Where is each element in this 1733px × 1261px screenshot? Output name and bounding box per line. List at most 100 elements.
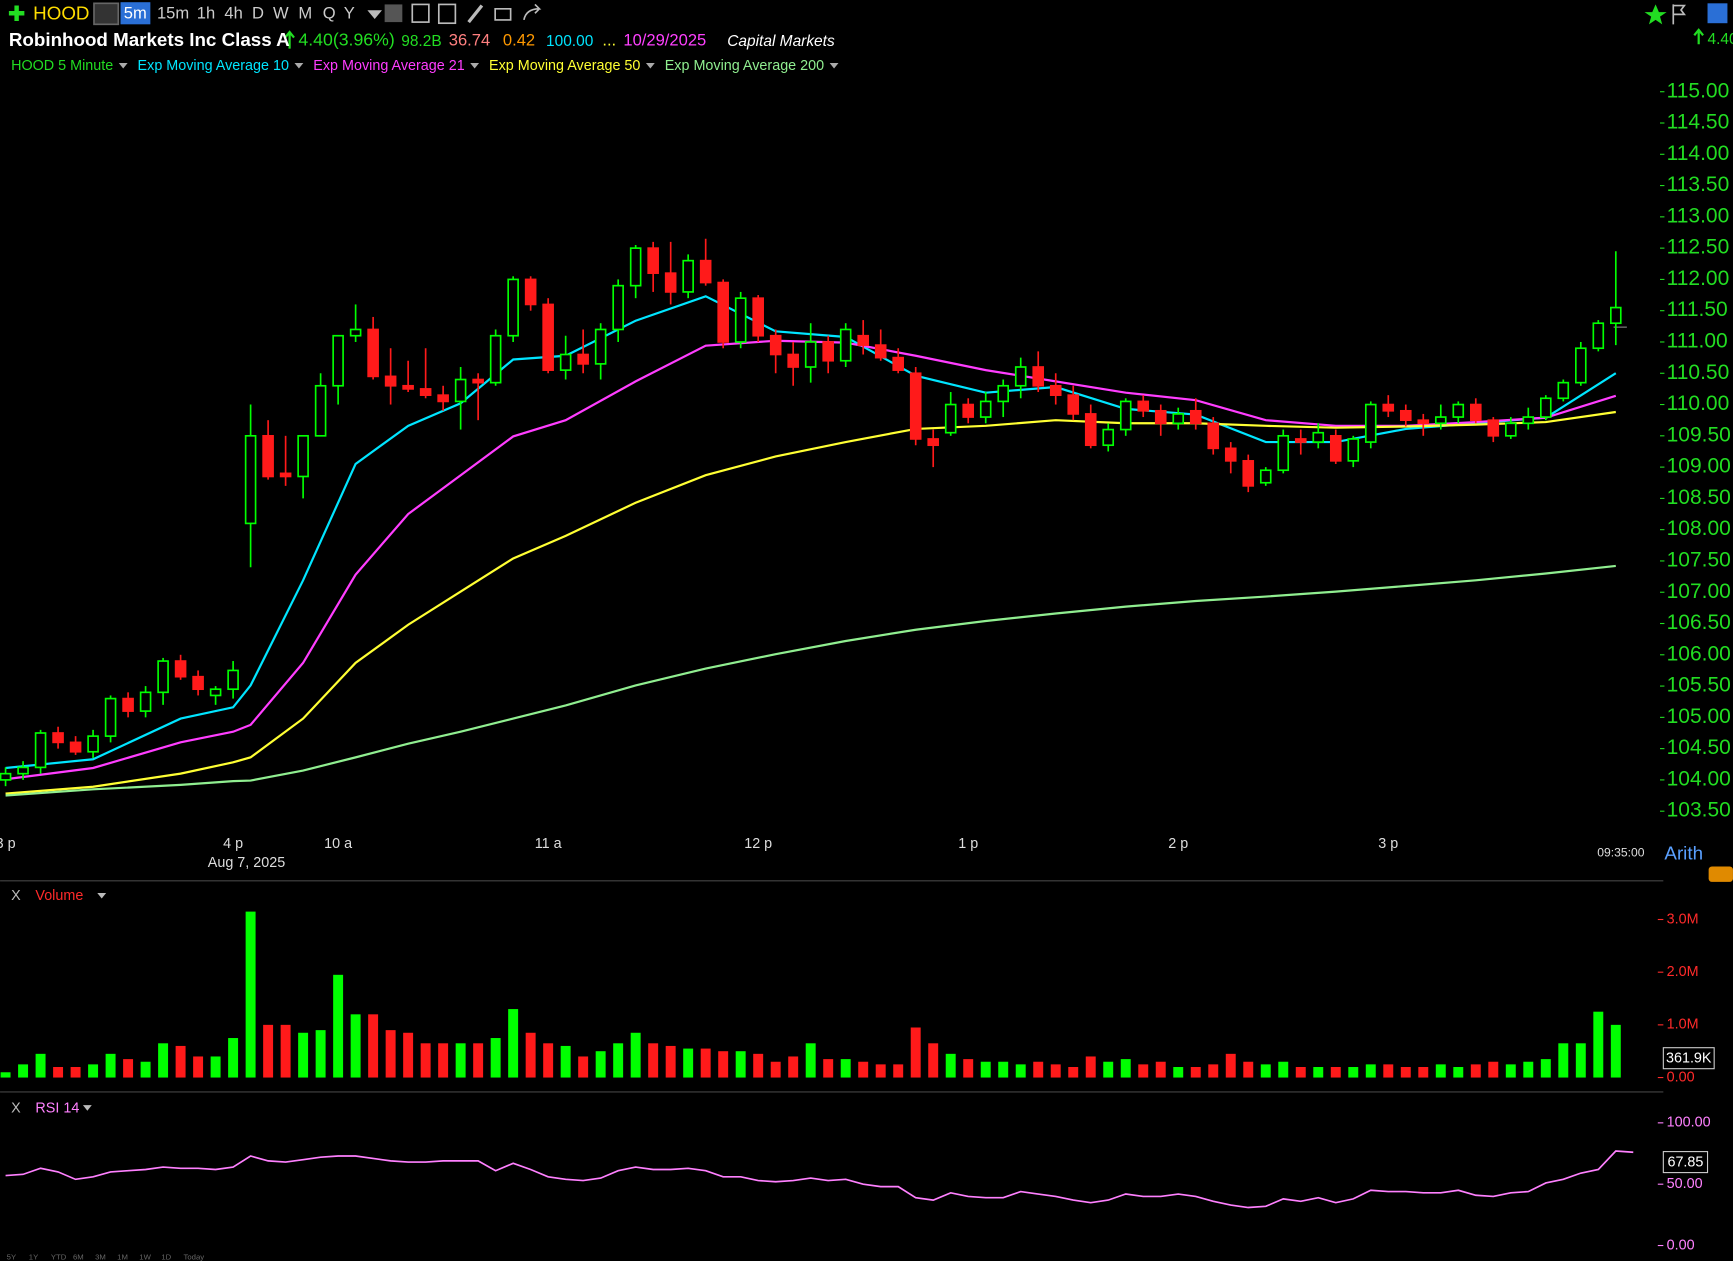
interval-button[interactable]: Q xyxy=(323,4,336,23)
interval-button[interactable]: M xyxy=(298,4,312,23)
volume-bar xyxy=(473,1043,484,1078)
close-volume[interactable]: X xyxy=(11,888,21,904)
x-tick-label: 10 a xyxy=(324,836,352,852)
y-tick-label: 109.50 xyxy=(1667,423,1731,446)
range-button[interactable]: 1D xyxy=(161,1253,171,1261)
candle-body xyxy=(174,660,187,678)
candle-body xyxy=(1487,419,1500,437)
volume-bar xyxy=(490,1038,501,1078)
candle-body xyxy=(962,403,975,418)
volume-bar xyxy=(385,1030,396,1078)
legend-dropdown[interactable] xyxy=(118,62,128,69)
dropdown-icon[interactable] xyxy=(367,10,382,19)
legend-item[interactable]: Exp Moving Average 200 xyxy=(665,58,824,74)
y-tick-label: 106.00 xyxy=(1667,642,1731,665)
volume-bar xyxy=(403,1032,414,1078)
range-button[interactable]: 5Y xyxy=(7,1253,16,1261)
y-tick-label: 108.50 xyxy=(1667,486,1731,509)
candle-body xyxy=(892,356,905,371)
volume-bar xyxy=(805,1043,816,1078)
flag-icon[interactable] xyxy=(1672,4,1686,25)
candle-body xyxy=(1277,434,1290,472)
range-button[interactable]: 3M xyxy=(95,1253,106,1261)
candle-body xyxy=(997,384,1010,403)
volume-bar xyxy=(315,1030,326,1078)
legend-item[interactable]: Exp Moving Average 50 xyxy=(489,58,640,74)
volume-bar xyxy=(438,1043,449,1078)
legend-dropdown[interactable] xyxy=(294,62,304,69)
volume-tick-label: 1.0M xyxy=(1667,1017,1699,1033)
volume-bar xyxy=(350,1014,361,1078)
legend-dropdown[interactable] xyxy=(645,62,655,69)
x-tick-label: 3 p xyxy=(0,836,16,852)
expand-button[interactable] xyxy=(1708,866,1733,882)
company-name: Robinhood Markets Inc Class A xyxy=(9,29,290,50)
volume-bar xyxy=(998,1061,1009,1078)
interval-button[interactable]: W xyxy=(273,4,289,23)
range-button[interactable]: 1Y xyxy=(29,1253,38,1261)
candle-body xyxy=(1382,403,1395,412)
volume-bar xyxy=(665,1045,676,1078)
candle-body xyxy=(542,303,554,371)
legend-dropdown[interactable] xyxy=(829,62,839,69)
time-label: 09:35:00 xyxy=(1597,845,1645,859)
rsi-current: 67.85 xyxy=(1667,1154,1703,1170)
candle-body xyxy=(1294,438,1307,443)
candle-body xyxy=(769,334,782,356)
range-button[interactable]: YTD xyxy=(51,1253,67,1261)
y-tick-label: 109.00 xyxy=(1667,455,1731,478)
volume-bar xyxy=(158,1043,169,1078)
more[interactable]: ... xyxy=(602,30,616,49)
rsi-title[interactable]: RSI 14 xyxy=(35,1100,79,1116)
candle-body xyxy=(227,669,239,691)
candle-body xyxy=(787,353,799,368)
range-button[interactable]: Today xyxy=(184,1253,205,1261)
symbol[interactable]: HOOD xyxy=(33,2,89,23)
volume-bar xyxy=(1225,1053,1236,1078)
y-tick-label: 112.50 xyxy=(1667,236,1730,259)
share-icon[interactable] xyxy=(523,3,542,21)
interval-button[interactable]: D xyxy=(252,4,264,23)
candle-body xyxy=(209,688,222,697)
interval-button[interactable]: 15m xyxy=(157,4,189,23)
range-button[interactable]: 6M xyxy=(73,1253,84,1261)
chart-type-icon[interactable] xyxy=(411,3,430,23)
layout-icon[interactable] xyxy=(494,8,512,21)
volume-bar xyxy=(1505,1064,1516,1078)
dropdown-icon[interactable] xyxy=(82,1105,92,1111)
candle-body xyxy=(1469,403,1482,422)
legend-item[interactable]: Exp Moving Average 21 xyxy=(313,58,464,74)
y-tick-label: 111.00 xyxy=(1667,330,1728,353)
candle-body xyxy=(1154,409,1167,425)
legend-dropdown[interactable] xyxy=(470,62,480,69)
volume-bar xyxy=(683,1048,694,1078)
interval-button[interactable]: 4h xyxy=(224,4,242,23)
draw-icon[interactable] xyxy=(467,4,484,24)
scale-toggle[interactable]: Arith xyxy=(1664,842,1703,863)
range-button[interactable]: 1W xyxy=(139,1253,151,1261)
add-icon[interactable] xyxy=(8,5,25,21)
candle-body xyxy=(664,272,677,293)
calendar-icon[interactable] xyxy=(437,3,457,25)
legend-item[interactable]: Exp Moving Average 10 xyxy=(138,58,289,74)
star-icon[interactable] xyxy=(1644,4,1667,25)
close-rsi[interactable]: X xyxy=(11,1100,21,1116)
volume-title[interactable]: Volume xyxy=(35,888,83,904)
tc-icon[interactable] xyxy=(384,4,403,23)
y-tick-label: 114.50 xyxy=(1667,111,1730,134)
dropdown-icon[interactable] xyxy=(97,892,107,899)
interval-button[interactable]: Y xyxy=(344,4,355,23)
volume-bar xyxy=(1033,1061,1044,1078)
style-button[interactable] xyxy=(93,2,120,26)
candle-body xyxy=(944,403,957,434)
right-up-arrow xyxy=(1693,28,1704,45)
y-tick-label: 115.00 xyxy=(1667,79,1730,102)
legend-item[interactable]: HOOD 5 Minute xyxy=(11,58,113,74)
interval-button[interactable]: 5m xyxy=(124,4,147,23)
ema-line xyxy=(5,410,1616,795)
volume-tick-label: 2.0M xyxy=(1667,964,1699,980)
interval-button[interactable]: 1h xyxy=(197,4,215,23)
app-icon[interactable] xyxy=(1707,3,1728,24)
range-button[interactable]: 1M xyxy=(117,1253,128,1261)
candle-body xyxy=(472,378,484,384)
